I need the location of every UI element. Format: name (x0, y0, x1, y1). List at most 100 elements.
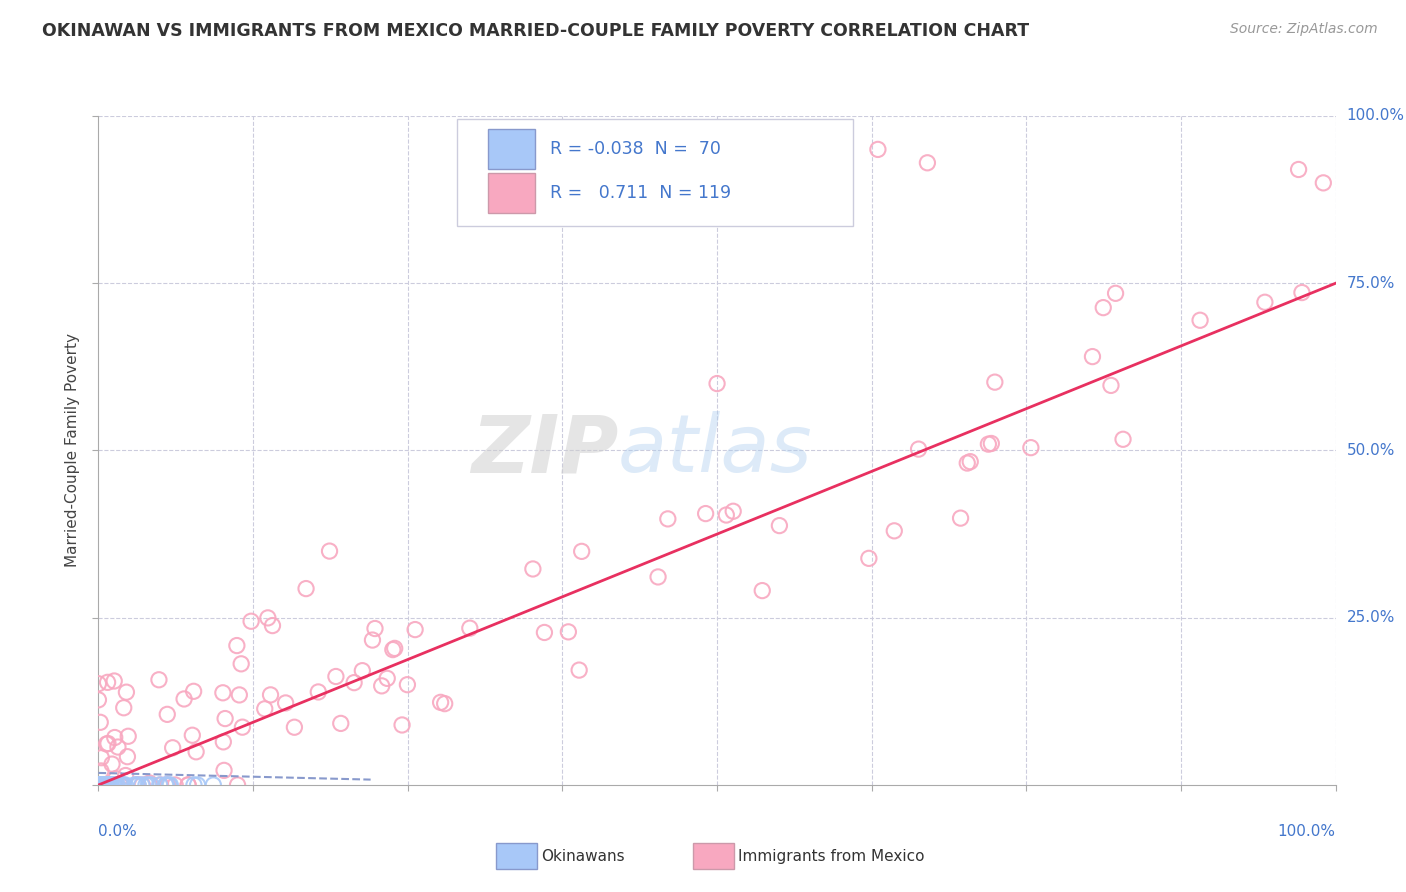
Point (381, 642, 404, 657)
Point (114, 778, 136, 792)
Point (97, 778, 120, 792)
Point (104, 772, 127, 786)
Text: atlas: atlas (619, 411, 813, 490)
Point (1312, 176, 1334, 190)
Point (87, 778, 110, 792)
Point (1112, 432, 1135, 446)
Point (177, 778, 200, 792)
Point (716, 508, 738, 522)
Point (228, 688, 250, 702)
Point (93, 778, 115, 792)
Point (458, 621, 481, 635)
Point (90, 778, 112, 792)
Point (283, 720, 305, 734)
Point (907, 442, 929, 456)
Point (156, 778, 179, 792)
Point (370, 679, 392, 693)
Point (91, 778, 114, 792)
Point (104, 778, 127, 792)
Point (1099, 378, 1122, 392)
Point (141, 778, 163, 792)
Point (647, 570, 669, 584)
Point (87, 778, 110, 792)
Point (87, 778, 110, 792)
Point (103, 673, 125, 688)
Point (155, 778, 177, 792)
Point (115, 685, 138, 699)
Point (110, 778, 132, 792)
Point (90, 764, 112, 778)
Point (858, 551, 880, 566)
Point (87, 778, 110, 792)
Text: Okinawans: Okinawans (541, 849, 624, 863)
Point (253, 702, 276, 716)
Text: ZIP: ZIP (471, 411, 619, 490)
Point (157, 778, 180, 792)
Point (87, 778, 110, 792)
Point (155, 778, 177, 792)
Point (87, 778, 110, 792)
Point (90, 778, 112, 792)
Point (87, 778, 110, 792)
Point (90, 750, 112, 764)
FancyBboxPatch shape (488, 173, 536, 213)
Point (202, 778, 225, 792)
Point (533, 625, 555, 640)
Point (1104, 286, 1126, 301)
Point (1092, 301, 1115, 315)
Point (149, 778, 172, 792)
Point (165, 778, 187, 792)
Point (87, 778, 110, 792)
Point (226, 778, 249, 792)
Point (89, 778, 111, 792)
Point (980, 436, 1002, 450)
Point (977, 437, 1000, 451)
Point (96, 778, 118, 792)
Point (90, 778, 112, 792)
Point (112, 778, 135, 792)
Point (956, 456, 979, 470)
Point (108, 778, 131, 792)
Point (94, 778, 117, 792)
FancyBboxPatch shape (457, 120, 853, 227)
Point (89, 778, 111, 792)
Point (111, 778, 134, 792)
Text: 100.0%: 100.0% (1278, 824, 1336, 838)
Point (155, 778, 177, 792)
Point (159, 778, 181, 792)
Point (183, 684, 205, 698)
Point (98, 778, 121, 792)
Point (124, 778, 146, 792)
Point (138, 776, 160, 790)
Point (883, 524, 905, 538)
Point (117, 749, 139, 764)
Point (87, 778, 110, 792)
Point (127, 778, 149, 792)
Point (90, 778, 112, 792)
Point (89, 778, 111, 792)
Point (343, 675, 366, 690)
Point (1288, 162, 1310, 177)
Point (135, 778, 157, 792)
Point (325, 669, 347, 683)
Point (98, 778, 121, 792)
Point (257, 611, 280, 625)
Point (90, 778, 112, 792)
Point (87, 778, 110, 792)
Point (149, 778, 172, 792)
Point (107, 739, 129, 754)
Point (96, 778, 118, 792)
Point (1291, 285, 1313, 300)
Point (212, 686, 235, 700)
Point (657, 512, 679, 526)
Point (162, 740, 184, 755)
Point (107, 778, 129, 792)
Point (89, 715, 111, 730)
Point (259, 688, 281, 702)
Point (214, 712, 236, 726)
Point (87, 778, 110, 792)
Point (87, 778, 110, 792)
Point (97, 737, 120, 751)
Point (1019, 441, 1042, 455)
Point (768, 518, 790, 533)
